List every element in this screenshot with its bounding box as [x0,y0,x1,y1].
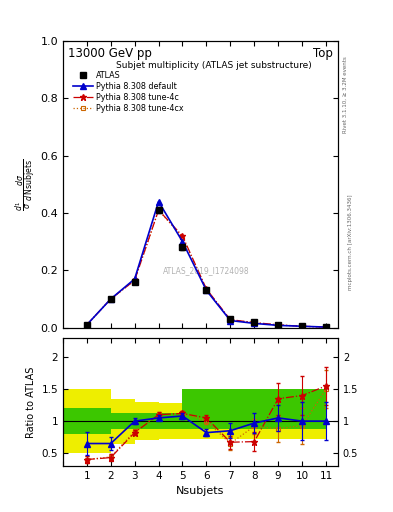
Y-axis label: Ratio to ATLAS: Ratio to ATLAS [26,366,36,438]
X-axis label: Nsubjets: Nsubjets [176,486,225,496]
Y-axis label: $\frac{d^{1}}{\sigma}\frac{d\sigma}{d\,\mathrm{Nsubjets}}$: $\frac{d^{1}}{\sigma}\frac{d\sigma}{d\,\… [15,158,37,210]
Text: Subjet multiplicity (ATLAS jet substructure): Subjet multiplicity (ATLAS jet substruct… [116,61,312,70]
Legend: ATLAS, Pythia 8.308 default, Pythia 8.308 tune-4c, Pythia 8.308 tune-4cx: ATLAS, Pythia 8.308 default, Pythia 8.30… [70,68,187,116]
Text: 13000 GeV pp: 13000 GeV pp [68,47,152,60]
Text: ATLAS_2019_I1724098: ATLAS_2019_I1724098 [163,266,249,275]
Text: Top: Top [312,47,332,60]
Text: mcplots.cern.ch [arXiv:1306.3436]: mcplots.cern.ch [arXiv:1306.3436] [349,195,353,290]
Text: Rivet 3.1.10, ≥ 3.2M events: Rivet 3.1.10, ≥ 3.2M events [343,56,347,133]
